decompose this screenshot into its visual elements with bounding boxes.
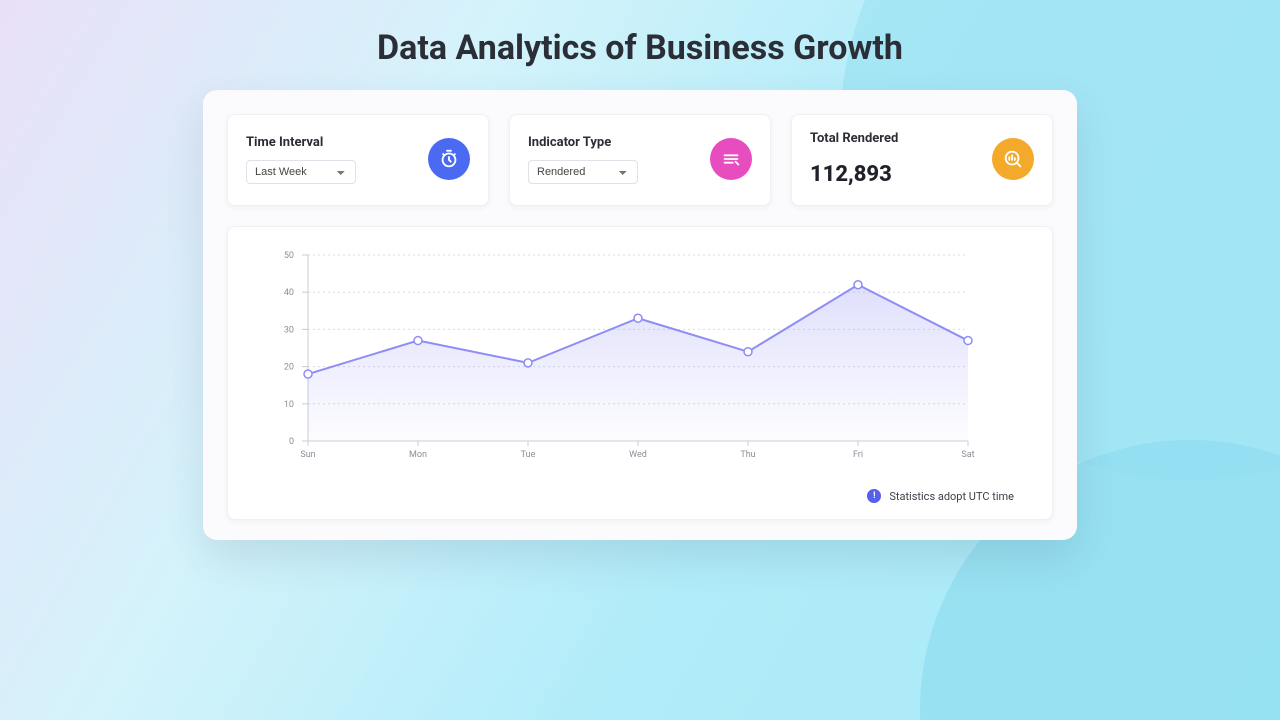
- time-interval-label: Time Interval: [246, 135, 356, 150]
- search-chart-icon: [992, 138, 1034, 180]
- info-icon: !: [867, 489, 881, 503]
- list-icon: [710, 138, 752, 180]
- svg-text:20: 20: [284, 363, 294, 373]
- svg-text:40: 40: [284, 288, 294, 298]
- svg-text:10: 10: [284, 400, 294, 410]
- indicator-type-label: Indicator Type: [528, 135, 638, 150]
- card-total-rendered: Total Rendered 112,893: [791, 114, 1053, 206]
- svg-text:30: 30: [284, 325, 294, 335]
- page-title: Data Analytics of Business Growth: [0, 0, 1280, 68]
- svg-text:Wed: Wed: [629, 450, 647, 460]
- svg-text:0: 0: [289, 437, 294, 447]
- svg-text:50: 50: [284, 251, 294, 261]
- svg-text:Thu: Thu: [740, 450, 755, 460]
- indicator-type-select[interactable]: Rendered: [528, 160, 638, 184]
- svg-text:Fri: Fri: [853, 450, 863, 460]
- svg-text:Sun: Sun: [300, 450, 315, 460]
- total-rendered-value: 112,893: [810, 162, 898, 187]
- svg-text:Tue: Tue: [521, 450, 536, 460]
- svg-text:Mon: Mon: [409, 450, 427, 460]
- clock-icon: [428, 138, 470, 180]
- time-interval-select[interactable]: Last Week: [246, 160, 356, 184]
- dashboard-panel: Time Interval Last Week Indicator Type R…: [203, 90, 1077, 540]
- chart-card: 0 10 20 30 40 50 Sun Mon Tue Wed Thu Fri Sat ! Stati…: [227, 226, 1053, 520]
- card-indicator-type: Indicator Type Rendered: [509, 114, 771, 206]
- card-time-interval: Time Interval Last Week: [227, 114, 489, 206]
- total-rendered-label: Total Rendered: [810, 131, 898, 146]
- chart-footnote: ! Statistics adopt UTC time: [238, 479, 1042, 503]
- svg-text:Sat: Sat: [961, 450, 974, 460]
- area-chart: 0 10 20 30 40 50 Sun Mon Tue Wed Thu Fri Sat: [238, 245, 998, 475]
- footnote-text: Statistics adopt UTC time: [889, 490, 1014, 503]
